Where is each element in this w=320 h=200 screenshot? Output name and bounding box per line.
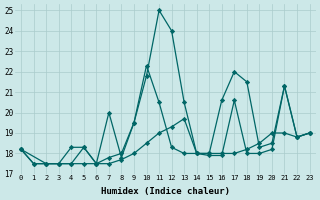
X-axis label: Humidex (Indice chaleur): Humidex (Indice chaleur) [101, 187, 230, 196]
